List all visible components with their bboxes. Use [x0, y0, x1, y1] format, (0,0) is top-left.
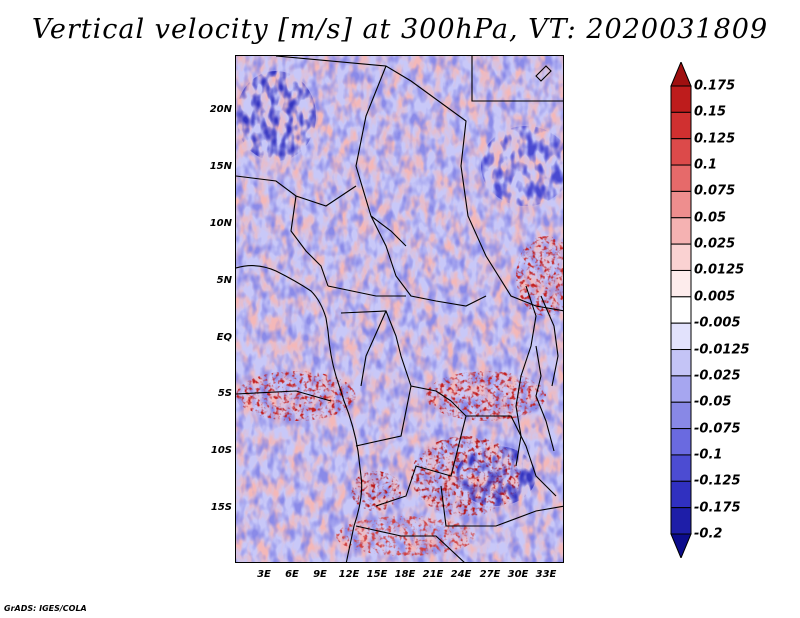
colorbar-cell: [670, 349, 692, 377]
colorbar-label: -0.05: [694, 394, 732, 410]
colorbar-label: 0.075: [694, 183, 736, 199]
colorbar-cell: [670, 85, 692, 113]
colorbar-cell: [670, 217, 692, 245]
colorbar-label: -0.125: [694, 473, 741, 489]
colorbar-cell: [670, 243, 692, 271]
colorbar-label: -0.2: [694, 526, 723, 542]
lon-label-21e: 21E: [422, 569, 444, 580]
lat-label-5n: 5N: [216, 275, 232, 286]
colorbar-cell: [670, 401, 692, 430]
lon-label-9e: 9E: [313, 569, 327, 580]
map-panel: [235, 55, 564, 563]
lat-label-15s: 15S: [210, 502, 232, 513]
lon-label-27e: 27E: [479, 569, 501, 580]
colorbar-label: 0.05: [694, 210, 727, 226]
colorbar-label: 0.175: [694, 78, 736, 94]
lon-label-15e: 15E: [366, 569, 388, 580]
colorbar-label: 0.15: [694, 104, 727, 120]
colorbar-cell-top: [670, 62, 692, 87]
lon-label-30e: 30E: [507, 569, 529, 580]
footer-credit: GrADS: IGES/COLA: [4, 604, 87, 613]
colorbar-cell: [670, 480, 692, 509]
colorbar-label: 0.1: [694, 157, 718, 173]
lon-label-24e: 24E: [450, 569, 472, 580]
lat-label-10s: 10S: [210, 445, 232, 456]
colorbar-label: 0.005: [694, 289, 736, 305]
colorbar-cell: [670, 322, 692, 351]
colorbar-cell: [670, 454, 692, 482]
colorbar-label: -0.0125: [694, 342, 750, 358]
lon-label-6e: 6E: [285, 569, 299, 580]
colorbar-cell: [670, 111, 692, 140]
lat-label-15n: 15N: [209, 161, 232, 172]
colorbar-cell: [670, 296, 692, 324]
lat-label-5s: 5S: [217, 388, 232, 399]
colorbar-label: -0.1: [694, 447, 723, 463]
colorbar-cell: [670, 428, 692, 456]
lat-label-eq: EQ: [216, 332, 232, 343]
colorbar-label: 0.025: [694, 236, 736, 252]
colorbar-label: -0.175: [694, 500, 741, 516]
lon-label-3e: 3E: [257, 569, 271, 580]
colorbar-cell: [670, 507, 692, 535]
lat-label-10n: 10N: [209, 218, 232, 229]
colorbar-cell: [670, 269, 692, 298]
lat-label-20n: 20N: [209, 104, 232, 115]
colorbar-cell: [670, 164, 692, 192]
colorbar-label: -0.025: [694, 368, 741, 384]
colorbar-cell: [670, 138, 692, 166]
velocity-field: [236, 56, 563, 562]
colorbar-label: -0.005: [694, 315, 741, 331]
colorbar-cell: [670, 190, 692, 219]
lon-label-12e: 12E: [338, 569, 360, 580]
plot-title: Vertical velocity [m/s] at 300hPa, VT: 2…: [31, 14, 769, 45]
colorbar-cell: [670, 375, 692, 403]
colorbar-label: -0.075: [694, 421, 741, 437]
colorbar: [670, 62, 692, 558]
colorbar-label: 0.0125: [694, 262, 745, 278]
lon-label-33e: 33E: [535, 569, 557, 580]
lon-label-18e: 18E: [394, 569, 416, 580]
colorbar-cell-bottom: [670, 533, 692, 558]
colorbar-label: 0.125: [694, 131, 736, 147]
